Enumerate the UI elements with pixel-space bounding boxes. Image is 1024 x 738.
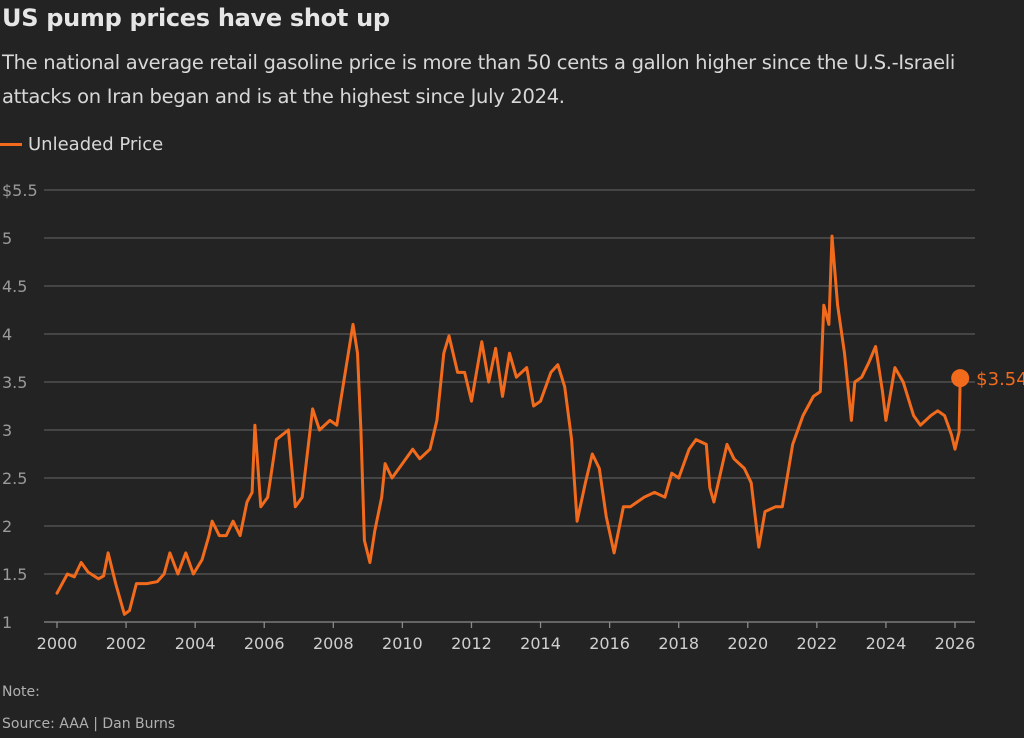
x-tick-label: 2026 bbox=[935, 634, 976, 653]
y-tick-label: 5 bbox=[2, 229, 12, 248]
x-tick-label: 2024 bbox=[866, 634, 907, 653]
y-tick-label: 3.5 bbox=[2, 373, 27, 392]
x-tick-label: 2012 bbox=[451, 634, 492, 653]
x-tick-label: 2004 bbox=[175, 634, 216, 653]
x-tick-label: 2008 bbox=[313, 634, 354, 653]
legend: Unleaded Price bbox=[0, 134, 163, 155]
y-tick-label: 2 bbox=[2, 517, 12, 536]
x-tick-label: 2000 bbox=[37, 634, 78, 653]
y-tick-label: 1 bbox=[2, 613, 12, 632]
y-tick-label: 2.5 bbox=[2, 469, 27, 488]
x-tick-label: 2022 bbox=[796, 634, 837, 653]
legend-swatch bbox=[0, 143, 22, 146]
x-tick-label: 2014 bbox=[520, 634, 561, 653]
x-tick-label: 2016 bbox=[589, 634, 630, 653]
x-tick-label: 2018 bbox=[658, 634, 699, 653]
last-value-marker bbox=[951, 369, 970, 388]
y-tick-label: $5.5 bbox=[2, 181, 38, 200]
source: Source: AAA | Dan Burns bbox=[2, 716, 176, 732]
chart-subtitle: The national average retail gasoline pri… bbox=[2, 51, 956, 108]
x-tick-label: 2020 bbox=[727, 634, 768, 653]
x-tick-label: 2006 bbox=[244, 634, 285, 653]
y-tick-label: 4 bbox=[2, 325, 12, 344]
x-tick-label: 2002 bbox=[106, 634, 147, 653]
y-tick-label: 1.5 bbox=[2, 565, 27, 584]
x-tick-label: 2010 bbox=[382, 634, 423, 653]
legend-label: Unleaded Price bbox=[28, 134, 164, 155]
y-tick-label: 4.5 bbox=[2, 277, 27, 296]
series-line-unleaded-price bbox=[55, 234, 962, 616]
y-tick-label: 3 bbox=[2, 421, 12, 440]
chart-title: US pump prices have shot up bbox=[2, 4, 390, 32]
note: Note: bbox=[2, 684, 40, 700]
last-value-label: $3.54 bbox=[976, 369, 1024, 390]
